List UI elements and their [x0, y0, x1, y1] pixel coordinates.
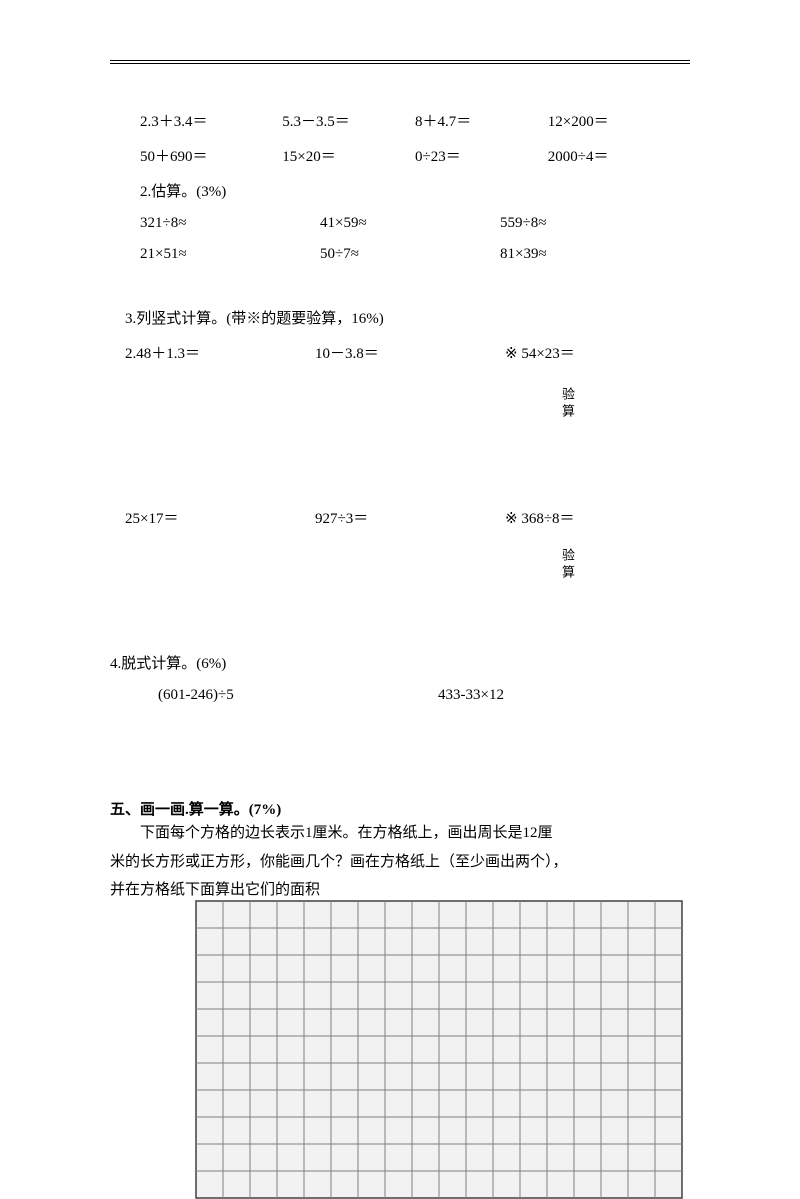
step-row: (601-246)÷5 433-33×12: [110, 687, 690, 704]
problem: 559÷8≈: [500, 215, 680, 232]
problem: 12×200＝: [548, 110, 690, 131]
problem: 41×59≈: [320, 215, 500, 232]
subtitle: 3.列竖式计算。(带※的题要验算，16%): [125, 307, 384, 328]
longcalc-title-row: 3.列竖式计算。(带※的题要验算，16%): [110, 307, 690, 328]
problem: 81×39≈: [500, 246, 680, 263]
verify-label: 验算: [558, 387, 577, 421]
problem: 10－3.8＝: [315, 342, 505, 363]
estimate-row-1: 321÷8≈ 41×59≈ 559÷8≈: [110, 215, 690, 232]
problem: ※ 368÷8＝: [505, 507, 685, 528]
estimate-row-2: 21×51≈ 50÷7≈ 81×39≈: [110, 246, 690, 263]
problem: 15×20＝: [282, 145, 415, 166]
mental-row-2: 50＋690＝ 15×20＝ 0÷23＝ 2000÷4＝: [110, 145, 690, 166]
problem: 21×51≈: [140, 246, 320, 263]
longcalc-row-2: 25×17＝ 927÷3＝ ※ 368÷8＝: [110, 507, 690, 528]
problem: 2000÷4＝: [548, 145, 690, 166]
subtitle: 4.脱式计算。(6%): [110, 652, 226, 673]
section-5-line2: 米的长方形或正方形，你能画几个？画在方格纸上（至少画出两个），: [110, 848, 690, 877]
mental-row-1: 2.3＋3.4＝ 5.3－3.5＝ 8＋4.7＝ 12×200＝: [110, 110, 690, 131]
step-title-row: 4.脱式计算。(6%): [110, 652, 690, 673]
grid-paper: [195, 900, 683, 1199]
subtitle: 2.估算。(3%): [140, 180, 226, 201]
problem: 927÷3＝: [315, 507, 505, 528]
section-5-heading: 五、画一画.算一算。(7%): [110, 798, 690, 819]
problem: 0÷23＝: [415, 145, 548, 166]
problem: 5.3－3.5＝: [282, 110, 415, 131]
problem: 2.3＋3.4＝: [140, 110, 282, 131]
problem: 25×17＝: [125, 507, 315, 528]
problem: 321÷8≈: [140, 215, 320, 232]
grid-svg: [195, 900, 683, 1199]
problem: 2.48＋1.3＝: [125, 342, 315, 363]
estimate-title: 2.估算。(3%): [110, 180, 690, 201]
problem: 50÷7≈: [320, 246, 500, 263]
problem: 50＋690＝: [140, 145, 282, 166]
problem: 8＋4.7＝: [415, 110, 548, 131]
section-5-line1: 下面每个方格的边长表示1厘米。在方格纸上，画出周长是12厘: [110, 819, 690, 848]
problem: ※ 54×23＝: [505, 342, 685, 363]
longcalc-row-1: 2.48＋1.3＝ 10－3.8＝ ※ 54×23＝: [110, 342, 690, 363]
header-rule: [110, 60, 690, 64]
verify-label: 验算: [558, 548, 577, 582]
problem: 433-33×12: [438, 687, 504, 704]
problem: (601-246)÷5: [158, 687, 438, 704]
